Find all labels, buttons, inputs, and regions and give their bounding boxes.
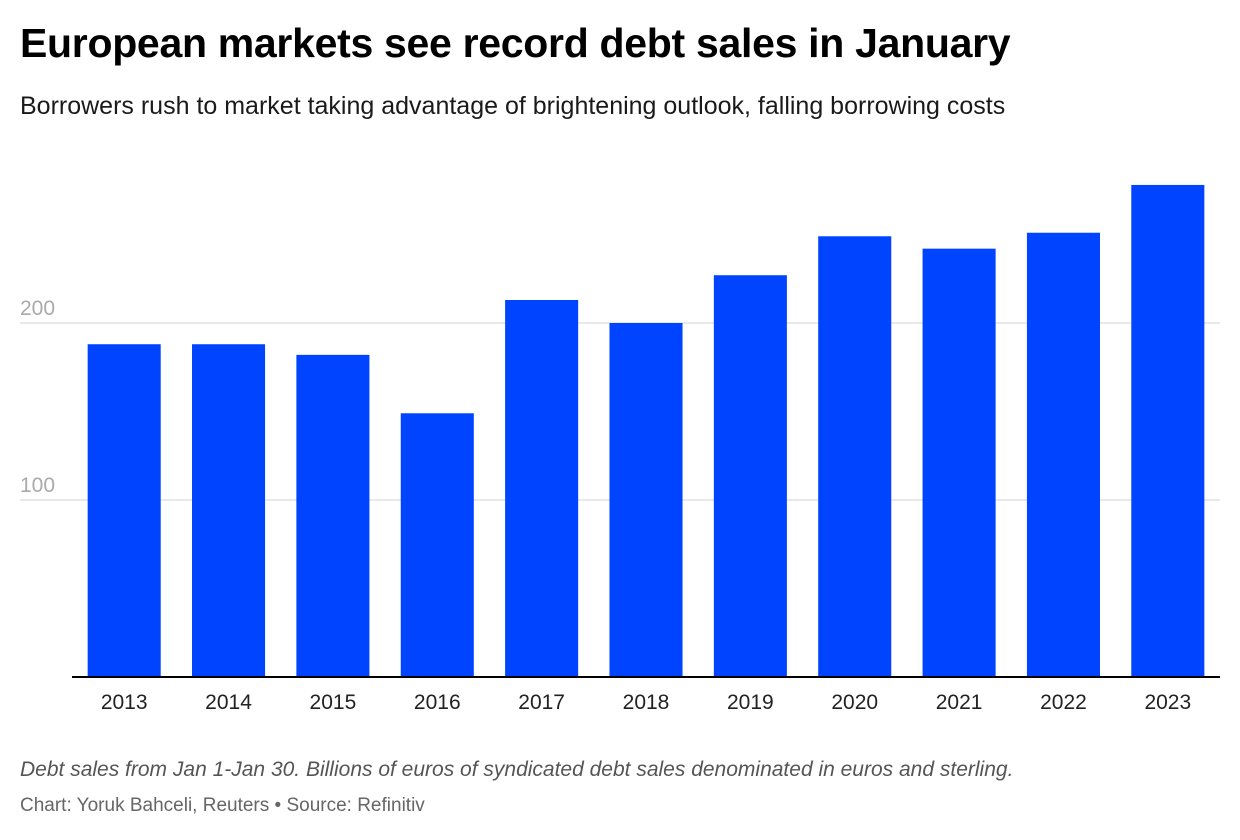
bars bbox=[87, 184, 1205, 677]
x-tick-label-2022: 2022 bbox=[1040, 691, 1087, 714]
bar-2021 bbox=[922, 248, 996, 677]
bar-2020 bbox=[818, 236, 892, 677]
x-tick-label-2021: 2021 bbox=[936, 691, 983, 714]
bar-2014 bbox=[192, 344, 266, 677]
bar-2018 bbox=[609, 323, 683, 677]
y-tick-label-100: 100 bbox=[20, 474, 55, 497]
chart-credit: Chart: Yoruk Bahceli, Reuters • Source: … bbox=[20, 795, 425, 816]
y-tick-label-200: 200 bbox=[20, 297, 55, 320]
x-tick-label-2020: 2020 bbox=[831, 691, 878, 714]
bar-2017 bbox=[505, 299, 579, 677]
chart-footnote: Debt sales from Jan 1-Jan 30. Billions o… bbox=[20, 758, 1014, 781]
x-tick-label-2014: 2014 bbox=[205, 691, 252, 714]
bar-2013 bbox=[87, 344, 161, 677]
x-tick-label-2018: 2018 bbox=[623, 691, 670, 714]
x-tick-label-2023: 2023 bbox=[1144, 691, 1191, 714]
x-tick-label-2015: 2015 bbox=[310, 691, 357, 714]
x-tick-label-2017: 2017 bbox=[518, 691, 565, 714]
x-tick-label-2016: 2016 bbox=[414, 691, 461, 714]
bar-2015 bbox=[296, 354, 370, 677]
bar-2019 bbox=[713, 275, 787, 677]
bar-2016 bbox=[400, 413, 474, 677]
x-axis-tick-labels: 2013 2014 2015 2016 2017 2018 2019 2020 2021 2022… bbox=[101, 691, 1191, 714]
bar-2023 bbox=[1131, 184, 1205, 677]
x-tick-label-2019: 2019 bbox=[727, 691, 774, 714]
x-tick-label-2013: 2013 bbox=[101, 691, 148, 714]
chart-subtitle: Borrowers rush to market taking advantag… bbox=[20, 92, 1006, 120]
y-axis-tick-labels: 100 200 bbox=[20, 297, 55, 497]
chart-title: European markets see record debt sales i… bbox=[20, 20, 1011, 66]
bar-2022 bbox=[1026, 232, 1100, 677]
